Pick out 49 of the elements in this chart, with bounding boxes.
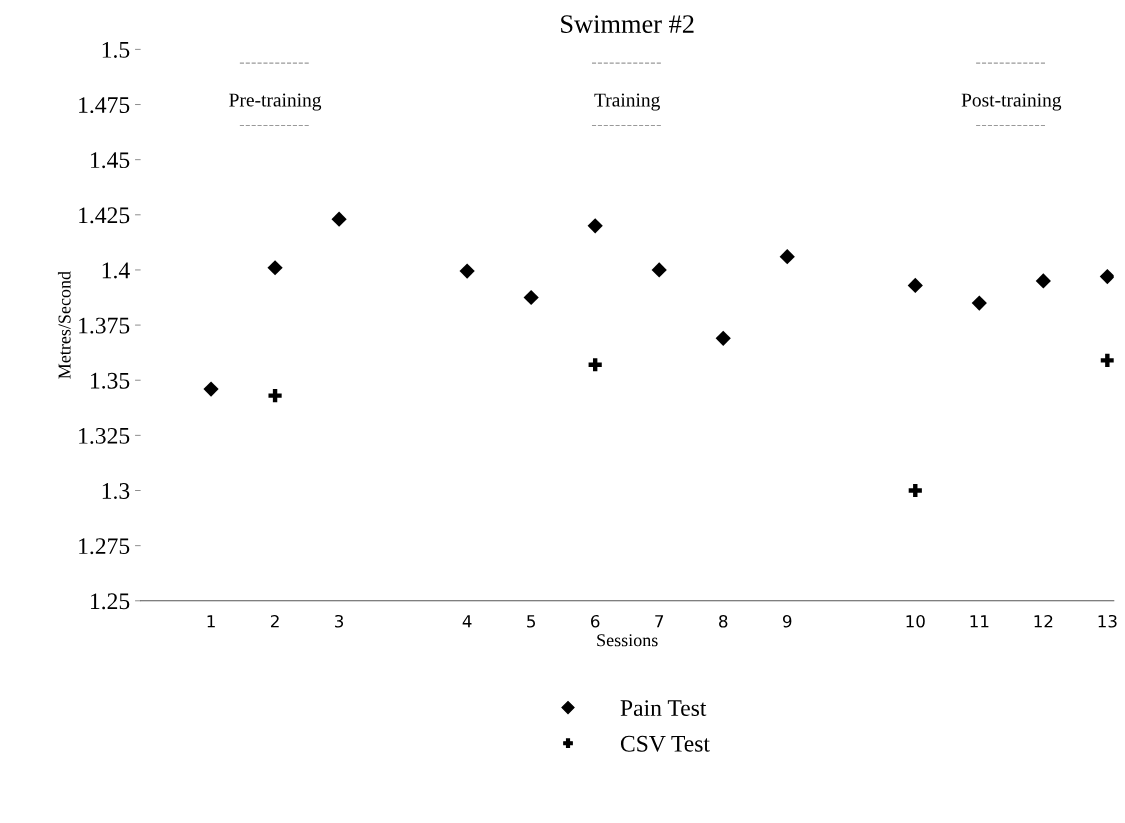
x-tick-label: 13 (1098, 614, 1117, 628)
point (971, 295, 987, 311)
point (459, 263, 475, 279)
point (268, 389, 282, 403)
point (523, 289, 539, 306)
point (907, 277, 923, 293)
y-tick-label: 1.425 (79, 207, 130, 224)
legend-label: CSV Test (620, 735, 710, 752)
y-tick-label: 1.35 (90, 372, 130, 389)
point (1035, 273, 1051, 289)
x-tick-label: 3 (335, 614, 344, 628)
point (1099, 268, 1114, 285)
x-tick-label: 8 (719, 614, 728, 628)
point (1100, 353, 1114, 367)
x-tick-label: 9 (782, 614, 792, 628)
y-axis-title: Metres/Second (57, 271, 71, 379)
point (587, 218, 603, 234)
y-tick-label: 1.45 (90, 152, 130, 169)
annotation: Post-training (961, 93, 1062, 111)
y-tick-label: 1.275 (79, 538, 130, 555)
y-tick-label: 1.4 (102, 262, 130, 279)
x-tick-label: 1 (207, 615, 215, 628)
chart-title: Swimmer #2 (561, 15, 694, 33)
point (651, 262, 667, 278)
x-tick-label: 12 (1034, 614, 1053, 628)
point (203, 381, 219, 397)
x-tick-label: 6 (591, 614, 600, 628)
x-tick-label: 10 (906, 614, 925, 628)
point (908, 483, 922, 498)
point (267, 260, 283, 276)
y-tick-label: 1.25 (90, 593, 130, 610)
point (779, 249, 795, 265)
y-tick-label: 1.325 (79, 427, 130, 444)
legend-label: Pain Test (620, 700, 707, 716)
x-tick-label: 4 (462, 615, 472, 628)
y-tick-label: 1.375 (79, 317, 130, 334)
point (331, 211, 347, 227)
point (715, 330, 731, 346)
x-tick-label: 2 (270, 614, 279, 628)
y-tick-label: 1.475 (79, 97, 130, 114)
annotation: Training (594, 93, 660, 111)
point (588, 358, 602, 372)
x-tick-label: 5 (527, 615, 535, 628)
x-tick-label: 7 (655, 615, 664, 628)
x-tick-label: 11 (970, 615, 989, 628)
y-tick-label: 1.3 (102, 483, 130, 500)
y-tick-label: 1.5 (102, 41, 130, 58)
x-axis-title: Sessions (597, 634, 658, 647)
annotation: Pre-training (229, 93, 322, 111)
